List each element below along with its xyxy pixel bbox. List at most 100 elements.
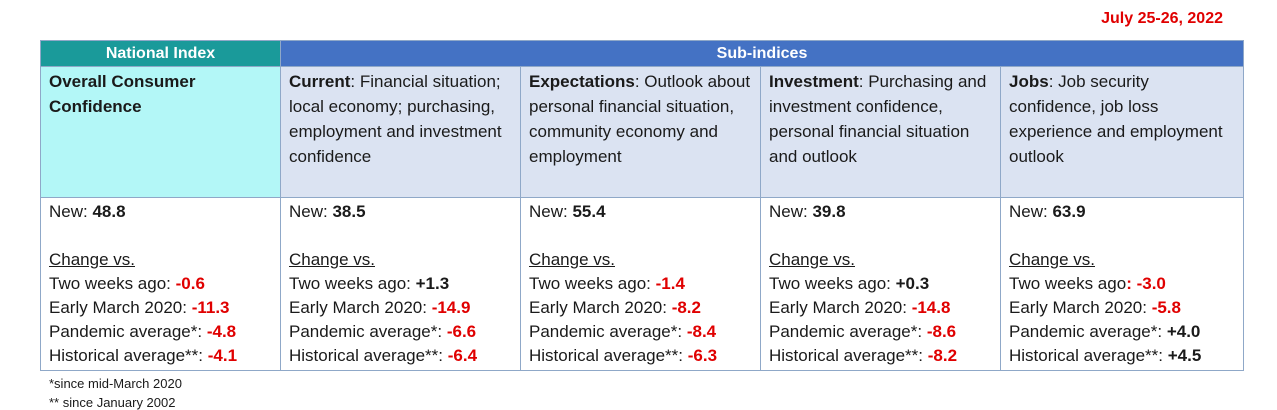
change-row: Pandemic average*: -8.4 xyxy=(529,320,752,344)
change-label: Pandemic average*: xyxy=(49,322,207,341)
change-value: -1.4 xyxy=(655,274,685,293)
change-label: Early March 2020: xyxy=(769,298,912,317)
change-row: Early March 2020: -8.2 xyxy=(529,296,752,320)
new-value: 63.9 xyxy=(1052,202,1086,221)
col-title-current: Current: Financial situation; local econ… xyxy=(280,66,521,198)
col-title: Investment xyxy=(769,72,859,91)
change-row: Historical average**: +4.5 xyxy=(1009,344,1235,368)
values-cell: New: 55.4 Change vs. Two weeks ago: -1.4 Ea… xyxy=(520,197,761,371)
change-row: Two weeks ago: +0.3 xyxy=(769,272,992,296)
change-label: Pandemic average*: xyxy=(529,322,687,341)
footnote-historical: ** since January 2002 xyxy=(49,395,176,410)
change-value: -8.6 xyxy=(926,322,957,341)
change-row: Pandemic average*: +4.0 xyxy=(1009,320,1235,344)
new-line: New: 38.5 xyxy=(289,200,512,224)
new-line: New: 55.4 xyxy=(529,200,752,224)
col-desc: : Purchasing and investment confidence, … xyxy=(769,72,987,166)
change-vs-label: Change vs. xyxy=(769,250,855,269)
col-title-overall: Overall Consumer Confidence xyxy=(40,66,281,198)
new-label: New: xyxy=(529,202,573,221)
change-value: +1.3 xyxy=(415,274,450,293)
values-cell: New: 63.9 Change vs. Two weeks ago: -3.0 Ea… xyxy=(1000,197,1244,371)
change-row: Two weeks ago: -0.6 xyxy=(49,272,272,296)
change-value: : -3.0 xyxy=(1126,274,1166,293)
spacer xyxy=(289,224,512,248)
change-row: Early March 2020: -14.9 xyxy=(289,296,512,320)
change-row: Pandemic average*: -4.8 xyxy=(49,320,272,344)
new-label: New: xyxy=(1009,202,1053,221)
change-value: -6.3 xyxy=(687,346,718,365)
change-row: Early March 2020: -5.8 xyxy=(1009,296,1235,320)
change-label: Two weeks ago: xyxy=(529,274,656,293)
new-value: 55.4 xyxy=(572,202,606,221)
new-value: 39.8 xyxy=(812,202,846,221)
values-row: New: 48.8 Change vs. Two weeks ago: -0.6 Ea… xyxy=(40,197,1244,371)
change-value: +4.5 xyxy=(1167,346,1202,365)
change-value: -4.8 xyxy=(206,322,237,341)
change-row: Historical average**: -6.4 xyxy=(289,344,512,368)
change-label: Pandemic average*: xyxy=(1009,322,1167,341)
change-value: -8.2 xyxy=(671,298,701,317)
change-value: -11.3 xyxy=(191,298,230,317)
national-index-header: National Index xyxy=(40,40,281,67)
values-cell: New: 48.8 Change vs. Two weeks ago: -0.6 Ea… xyxy=(40,197,281,371)
change-value: +4.0 xyxy=(1166,322,1201,341)
change-value: -5.8 xyxy=(1151,298,1181,317)
col-title: Overall Consumer Confidence xyxy=(49,72,196,116)
footnote-pandemic: *since mid-March 2020 xyxy=(49,376,182,391)
change-label: Two weeks ago: xyxy=(289,274,416,293)
change-row: Early March 2020: -11.3 xyxy=(49,296,272,320)
col-title: Current xyxy=(289,72,351,91)
change-row: Two weeks ago: +1.3 xyxy=(289,272,512,296)
change-label: Early March 2020: xyxy=(289,298,432,317)
col-desc: : Financial situation; local economy; pu… xyxy=(289,72,502,166)
change-value: -8.4 xyxy=(686,322,717,341)
header-row: National Index Sub-indices xyxy=(40,40,1244,67)
change-value: +0.3 xyxy=(895,274,930,293)
title-row: Overall Consumer Confidence Current: Fin… xyxy=(40,66,1244,198)
change-value: -6.6 xyxy=(446,322,477,341)
spacer xyxy=(769,224,992,248)
col-title-expectations: Expectations: Outlook about personal fin… xyxy=(520,66,761,198)
new-value: 48.8 xyxy=(92,202,126,221)
col-title-jobs: Jobs: Job security confidence, job loss … xyxy=(1000,66,1244,198)
change-value: -14.9 xyxy=(431,298,471,317)
change-row: Two weeks ago: -1.4 xyxy=(529,272,752,296)
new-label: New: xyxy=(289,202,333,221)
col-desc: : Job security confidence, job loss expe… xyxy=(1009,72,1223,166)
new-label: New: xyxy=(769,202,813,221)
change-label: Early March 2020: xyxy=(529,298,672,317)
change-label: Historical average**: xyxy=(529,346,688,365)
change-vs-label: Change vs. xyxy=(1009,250,1095,269)
change-value: -8.2 xyxy=(927,346,958,365)
change-label: Historical average**: xyxy=(289,346,448,365)
change-label: Historical average**: xyxy=(1009,346,1168,365)
change-label: Historical average**: xyxy=(49,346,208,365)
report-date: July 25-26, 2022 xyxy=(1101,10,1223,27)
change-label: Historical average**: xyxy=(769,346,928,365)
col-desc: : Outlook about personal financial situa… xyxy=(529,72,751,166)
change-row: Two weeks ago: -3.0 xyxy=(1009,272,1235,296)
change-value: -14.8 xyxy=(911,298,951,317)
spacer xyxy=(529,224,752,248)
change-row: Historical average**: -6.3 xyxy=(529,344,752,368)
change-row: Pandemic average*: -6.6 xyxy=(289,320,512,344)
change-value: -4.1 xyxy=(207,346,238,365)
col-title-investment: Investment: Purchasing and investment co… xyxy=(760,66,1001,198)
consumer-confidence-table: National Index Sub-indices Overall Consu… xyxy=(40,40,1244,371)
change-vs-label: Change vs. xyxy=(529,250,615,269)
change-label: Two weeks ago: xyxy=(769,274,896,293)
change-row: Historical average**: -8.2 xyxy=(769,344,992,368)
change-row: Early March 2020: -14.8 xyxy=(769,296,992,320)
change-value: -0.6 xyxy=(175,274,205,293)
new-line: New: 39.8 xyxy=(769,200,992,224)
spacer xyxy=(1009,224,1235,248)
change-label: Pandemic average*: xyxy=(769,322,927,341)
new-value: 38.5 xyxy=(332,202,366,221)
spacer xyxy=(49,224,272,248)
values-cell: New: 39.8 Change vs. Two weeks ago: +0.3 Ea… xyxy=(760,197,1001,371)
change-label: Two weeks ago: xyxy=(49,274,176,293)
col-title: Expectations xyxy=(529,72,635,91)
change-row: Pandemic average*: -8.6 xyxy=(769,320,992,344)
change-vs-label: Change vs. xyxy=(49,250,135,269)
